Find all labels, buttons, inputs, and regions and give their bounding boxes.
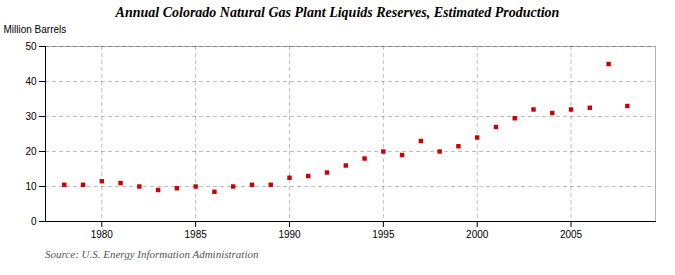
- svg-text:1990: 1990: [278, 229, 301, 240]
- svg-text:0: 0: [31, 216, 37, 227]
- svg-text:1995: 1995: [372, 229, 395, 240]
- svg-text:1980: 1980: [91, 229, 114, 240]
- html-text:Annual Colorado Natural Gas Pl: Annual Colorado Natural Gas Plant Liquid…: [115, 5, 560, 20]
- svg-text:30: 30: [25, 111, 37, 122]
- html-text:Source: U.S. Energy Informatio: Source: U.S. Energy Information Administ…: [45, 248, 259, 260]
- svg-text:1985: 1985: [185, 229, 208, 240]
- svg-text:50: 50: [25, 41, 37, 52]
- svg-text:40: 40: [25, 76, 37, 87]
- svg-text:2005: 2005: [560, 229, 583, 240]
- svg-text:10: 10: [25, 181, 37, 192]
- svg-text:2000: 2000: [466, 229, 489, 240]
- svg-text:Million Barrels: Million Barrels: [4, 24, 67, 35]
- svg-text:20: 20: [25, 146, 37, 157]
